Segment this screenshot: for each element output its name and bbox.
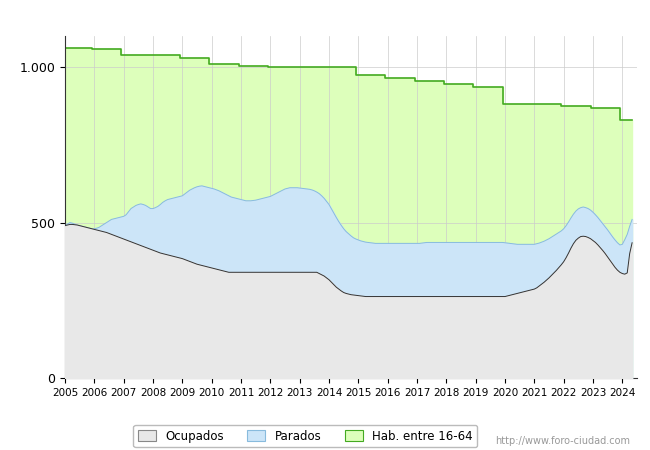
Legend: Ocupados, Parados, Hab. entre 16-64: Ocupados, Parados, Hab. entre 16-64: [133, 425, 477, 447]
Text: http://www.foro-ciudad.com: http://www.foro-ciudad.com: [495, 436, 630, 446]
Text: Alcántara - Evolucion de la poblacion en edad de Trabajar Mayo de 2024: Alcántara - Evolucion de la poblacion en…: [59, 9, 591, 25]
